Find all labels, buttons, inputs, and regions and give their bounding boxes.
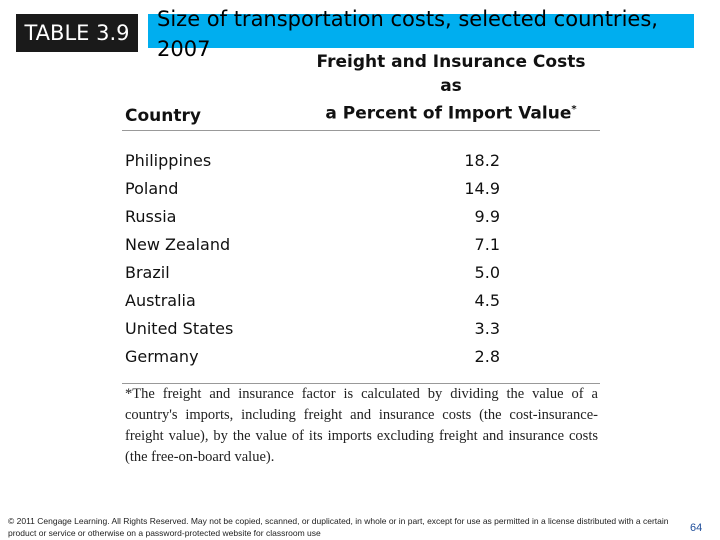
country-cell: Germany [125,347,199,366]
value-cell: 14.9 [464,179,500,198]
country-cell: Philippines [125,151,212,170]
table-row: Poland 14.9 [122,175,600,203]
table-row: Russia 9.9 [122,203,600,231]
header-value: Freight and Insurance Costs as a Percent… [306,50,596,126]
country-cell: Brazil [125,263,170,282]
country-cell: Australia [125,291,196,310]
table-footnote: *The freight and insurance factor is cal… [125,386,598,465]
page-number: 64 [690,522,703,534]
value-cell: 18.2 [464,151,500,170]
header-country: Country [125,106,201,126]
country-cell: Russia [125,207,177,226]
value-cell: 5.0 [474,263,500,282]
table-row: Germany 2.8 [122,343,600,371]
value-cell: 2.8 [474,347,500,366]
value-cell: 4.5 [474,291,500,310]
table-row: Brazil 5.0 [122,259,600,287]
slide-title: Size of transportation costs, selected c… [157,7,658,61]
table-number-badge: TABLE 3.9 [16,14,138,52]
footnote-marker: * [571,104,577,116]
value-cell: 9.9 [474,207,500,226]
table-body: Philippines 18.2 Poland 14.9 Russia 9.9 New… [122,131,600,371]
data-table: Country Freight and Insurance Costs as a… [122,52,600,384]
country-cell: United States [125,319,234,338]
table-row: Philippines 18.2 [122,147,600,175]
value-cell: 3.3 [474,319,500,338]
value-cell: 7.1 [474,235,500,254]
title-bar [148,14,694,48]
header-value-line1: Freight and Insurance Costs as [316,52,586,97]
table-row: New Zealand 7.1 [122,231,600,259]
country-cell: New Zealand [125,235,231,254]
header-value-line2: a Percent of Import Value* [325,104,577,124]
copyright-notice: © 2011 Cengage Learning. All Rights Rese… [8,516,669,538]
table-row: Australia 4.5 [122,287,600,315]
table-header: Country Freight and Insurance Costs as a… [122,52,600,131]
table-row: United States 3.3 [122,315,600,343]
country-cell: Poland [125,179,179,198]
table-bottom-rule [122,383,600,384]
